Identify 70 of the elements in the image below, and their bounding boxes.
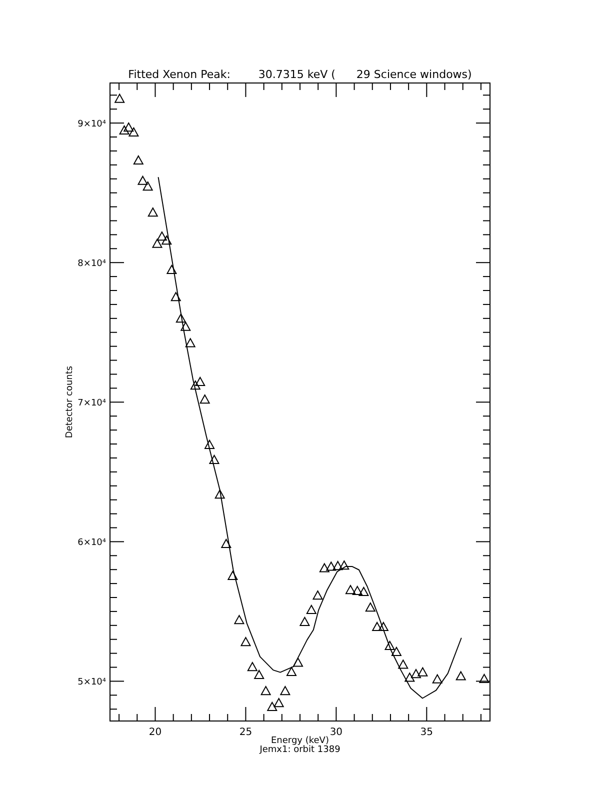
- x-tick-label: 20: [148, 727, 162, 738]
- y-tick-label: 9×10⁴: [78, 120, 106, 130]
- chart-title: Fitted Xenon Peak: 30.7315 keV ( 29 Science windows): [128, 68, 472, 81]
- point: [166, 264, 177, 274]
- point: [312, 590, 323, 600]
- y-tick-label: 8×10⁴: [78, 259, 106, 270]
- point: [180, 322, 191, 331]
- point: [254, 670, 264, 680]
- point: [372, 622, 382, 632]
- point: [148, 208, 158, 217]
- point: [358, 586, 369, 596]
- point: [156, 232, 167, 241]
- point: [352, 586, 362, 596]
- point: [138, 176, 148, 185]
- point: [293, 658, 304, 667]
- point: [456, 671, 466, 680]
- point: [479, 674, 490, 683]
- point: [195, 376, 206, 386]
- point: [432, 674, 442, 684]
- line-series: [158, 176, 462, 699]
- x-tick-label: 35: [420, 727, 434, 738]
- point: [339, 560, 350, 570]
- point: [267, 702, 278, 712]
- point: [378, 622, 388, 632]
- point: [114, 94, 125, 103]
- point: [228, 570, 238, 580]
- x-tick-label: 25: [239, 727, 252, 738]
- point: [247, 662, 258, 672]
- point: [398, 660, 408, 669]
- point: [142, 182, 153, 191]
- point: [384, 640, 395, 650]
- point: [260, 686, 271, 696]
- point: [326, 562, 336, 571]
- point: [124, 122, 134, 132]
- point: [152, 238, 162, 248]
- x-axis-title: Energy (keV): [271, 736, 329, 746]
- point: [300, 616, 310, 626]
- point: [185, 338, 196, 348]
- point: [280, 686, 290, 696]
- point: [391, 646, 402, 656]
- point: [240, 637, 251, 646]
- point: [234, 614, 244, 624]
- point: [176, 314, 186, 323]
- y-tick-label: 6×10⁴: [78, 538, 106, 548]
- point: [306, 604, 316, 614]
- point: [410, 668, 421, 678]
- point: [190, 380, 200, 390]
- point: [418, 667, 428, 676]
- point: [332, 560, 343, 570]
- point: [133, 155, 144, 165]
- y-tick-label: 5×10⁴: [78, 678, 106, 688]
- y-tick-label: 7×10⁴: [78, 398, 106, 409]
- point: [274, 698, 284, 708]
- point: [119, 125, 130, 135]
- point: [170, 292, 181, 302]
- point: [162, 236, 172, 245]
- point: [365, 602, 376, 612]
- point: [128, 127, 139, 136]
- point: [221, 538, 232, 548]
- text: Jemx1: orbit 1389: [258, 745, 341, 755]
- point: [319, 563, 330, 572]
- point: [286, 666, 296, 676]
- y-axis-title: Detector counts: [65, 366, 75, 438]
- x-tick-label: 30: [330, 727, 343, 738]
- point: [200, 394, 210, 404]
- point: [404, 672, 415, 682]
- point: [209, 454, 220, 464]
- point: [345, 584, 356, 594]
- point: [214, 490, 225, 499]
- point: [204, 440, 215, 449]
